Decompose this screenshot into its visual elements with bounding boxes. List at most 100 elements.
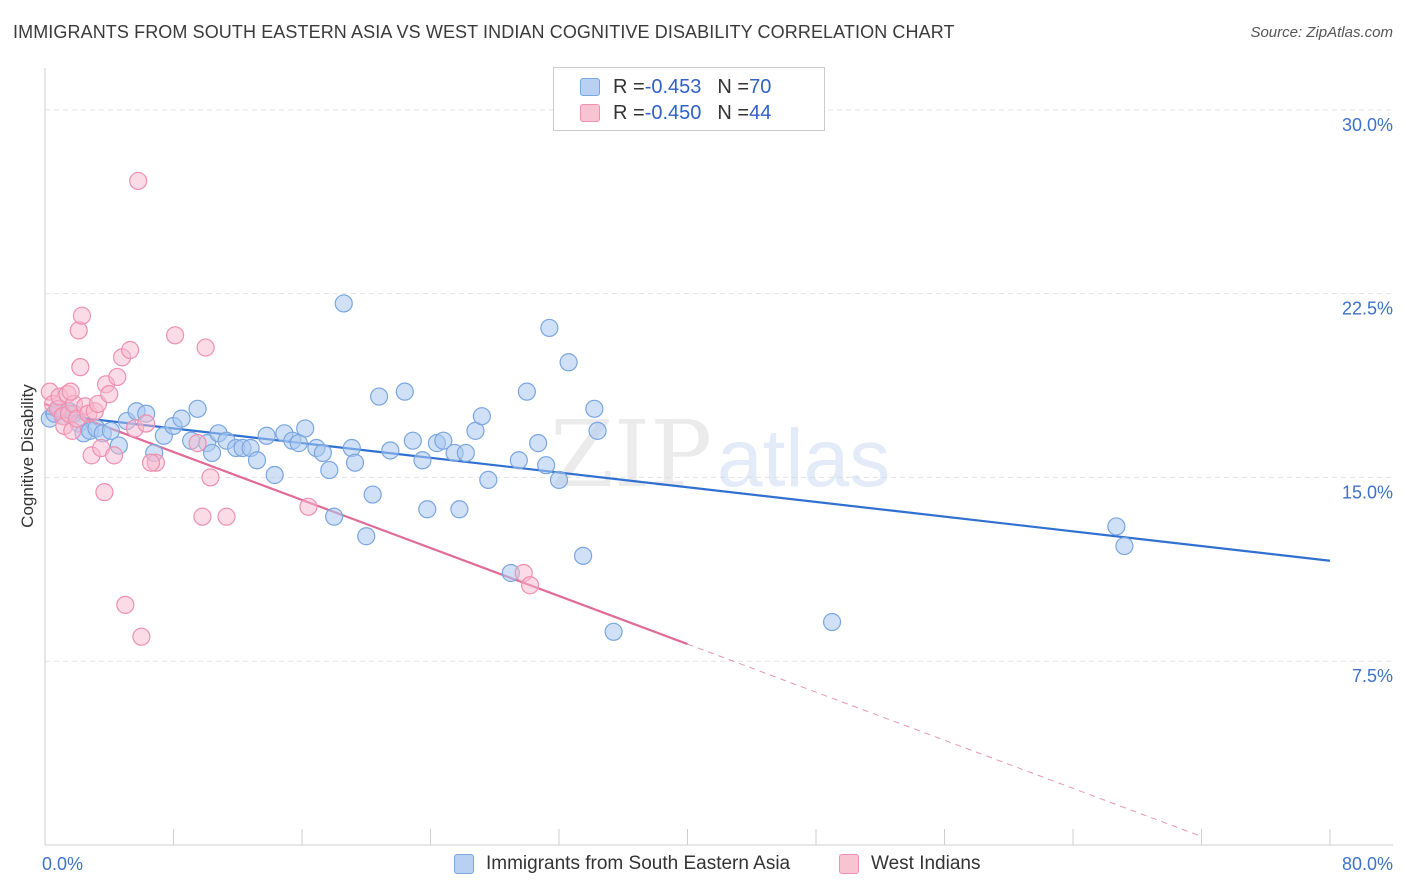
point-immigrants	[573, 546, 593, 565]
legend-swatch-immigrants	[580, 78, 600, 96]
point-immigrants	[202, 443, 222, 463]
point-west-indians	[201, 468, 220, 487]
bottom-legend-label-west-indians: West Indians	[871, 853, 981, 874]
y-tick-labels: 7.5% 15.0% 22.5% 30.0%	[1342, 115, 1393, 686]
point-immigrants	[529, 434, 548, 453]
x-tick-labels: 0.0% 80.0%	[42, 854, 1393, 874]
trend-line-west-indians	[44, 402, 688, 646]
point-immigrants	[540, 318, 559, 338]
point-immigrants	[450, 500, 469, 519]
point-west-indians	[299, 497, 318, 516]
point-immigrants	[370, 387, 389, 406]
chart-title: IMMIGRANTS FROM SOUTH EASTERN ASIA VS WE…	[13, 22, 955, 42]
bottom-legend-swatch-immigrants	[454, 854, 474, 874]
legend-r-value: -0.450	[644, 101, 702, 124]
point-west-indians	[196, 338, 215, 357]
point-immigrants	[472, 407, 491, 426]
point-west-indians	[95, 483, 114, 502]
point-west-indians	[71, 358, 90, 377]
legend-row-west-indians: R = -0.450 N = 44	[580, 101, 771, 125]
x-tick-label-min: 0.0%	[42, 854, 83, 874]
source-note: Source: ZipAtlas.com	[1250, 24, 1393, 41]
point-west-indians	[137, 414, 156, 433]
point-west-indians	[69, 321, 88, 340]
legend-r-label: R =	[613, 75, 645, 98]
point-immigrants	[456, 443, 475, 463]
bottom-legend-label-immigrants: Immigrants from South Eastern Asia	[486, 853, 791, 874]
point-immigrants	[257, 426, 276, 445]
point-immigrants	[549, 470, 569, 489]
axes	[44, 68, 1393, 846]
point-immigrants	[517, 382, 536, 401]
point-west-indians	[188, 434, 207, 453]
trend-line-west-indians-extension	[687, 643, 1202, 837]
point-immigrants	[345, 453, 365, 472]
legend-n-value: 44	[749, 101, 772, 124]
point-immigrants	[381, 441, 400, 460]
point-immigrants	[101, 421, 120, 440]
bottom-legend-west-indians: West Indians	[839, 852, 980, 876]
bottom-legend-swatch-west-indians	[839, 854, 859, 874]
point-immigrants	[395, 382, 414, 401]
stats-legend: R = -0.453 N = 70 R = -0.450 N = 44	[553, 67, 825, 131]
point-immigrants	[604, 622, 623, 641]
point-immigrants	[265, 465, 284, 485]
point-west-indians	[520, 576, 540, 595]
point-immigrants	[509, 451, 528, 470]
legend-n-value: 70	[749, 75, 772, 98]
point-immigrants	[585, 399, 604, 418]
y-tick-label: 22.5%	[1342, 299, 1393, 319]
point-immigrants	[1107, 517, 1126, 536]
point-immigrants	[418, 500, 437, 519]
grid-lines	[45, 109, 1393, 662]
point-immigrants	[172, 409, 191, 428]
legend-n-label: N =	[717, 75, 750, 98]
watermark-atlas: atlas	[717, 413, 890, 504]
point-immigrants	[822, 612, 842, 632]
watermark-zip: ZIP	[550, 401, 712, 508]
point-immigrants	[357, 527, 376, 546]
point-immigrants	[537, 456, 556, 475]
point-west-indians	[121, 340, 140, 360]
point-west-indians	[100, 385, 119, 404]
legend-r-label: R =	[613, 101, 645, 124]
y-tick-label: 30.0%	[1342, 115, 1393, 135]
point-immigrants	[334, 294, 353, 313]
point-west-indians	[141, 453, 161, 472]
point-west-indians	[104, 446, 124, 465]
point-immigrants	[325, 507, 344, 526]
point-west-indians	[72, 306, 92, 325]
point-immigrants	[479, 470, 498, 489]
legend-n-label: N =	[717, 101, 750, 124]
point-immigrants	[247, 451, 267, 470]
point-west-indians	[108, 367, 127, 387]
point-immigrants	[188, 399, 207, 418]
point-immigrants	[559, 353, 578, 372]
point-west-indians	[217, 507, 236, 526]
point-immigrants	[342, 438, 361, 458]
series-west-indians-points	[40, 171, 540, 646]
y-tick-label: 15.0%	[1342, 482, 1393, 502]
point-immigrants	[403, 431, 422, 450]
point-immigrants	[434, 431, 453, 450]
point-west-indians	[166, 326, 185, 345]
point-immigrants	[363, 485, 382, 504]
point-immigrants	[296, 419, 315, 438]
watermark: ZIP atlas	[550, 401, 890, 508]
y-axis-label: Cognitive Disability	[18, 384, 37, 528]
point-immigrants	[413, 451, 432, 470]
point-west-indians	[116, 595, 135, 614]
y-tick-label: 7.5%	[1352, 666, 1393, 686]
legend-swatch-west-indians	[580, 104, 600, 122]
legend-r-value: -0.453	[644, 75, 702, 98]
point-immigrants	[1115, 536, 1134, 556]
point-west-indians	[132, 627, 151, 646]
point-west-indians	[129, 171, 148, 191]
point-immigrants	[313, 443, 332, 463]
point-west-indians	[61, 382, 80, 401]
point-immigrants	[320, 460, 339, 480]
bottom-legend-immigrants: Immigrants from South Eastern Asia	[454, 852, 790, 876]
x-tick-label-max: 80.0%	[1342, 854, 1393, 874]
point-west-indians	[193, 507, 212, 526]
